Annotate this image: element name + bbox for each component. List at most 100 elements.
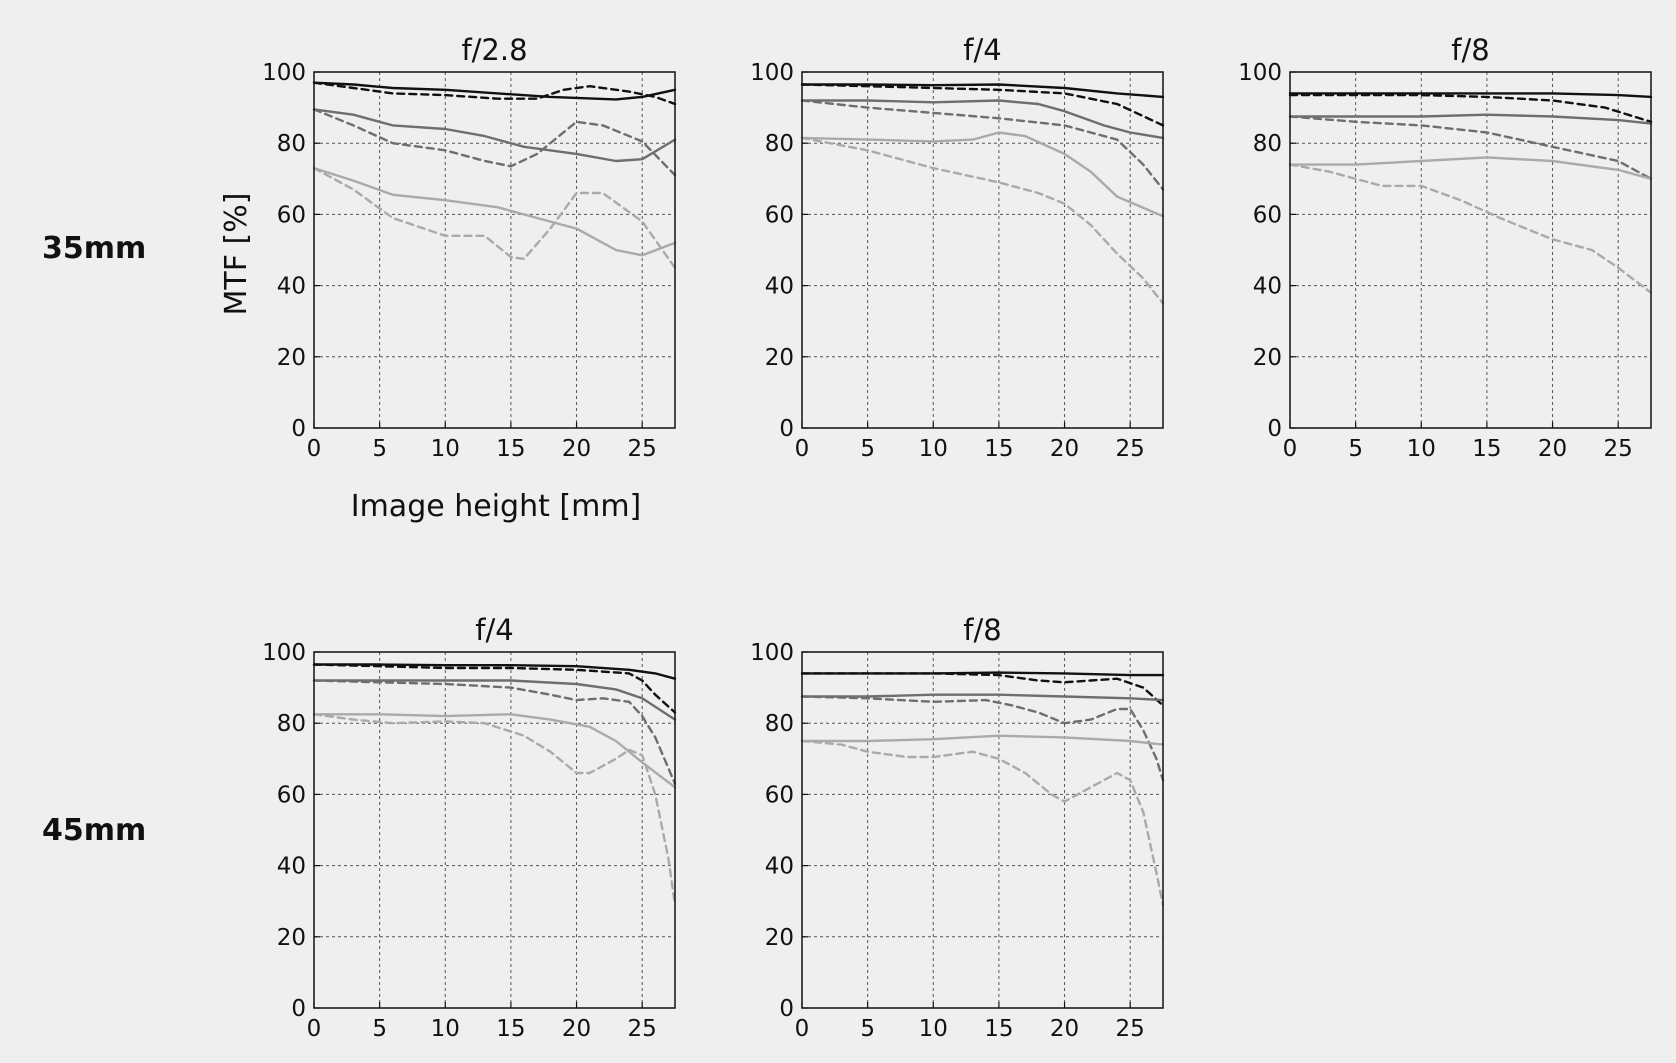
y-tick-label: 60 (1253, 202, 1282, 228)
plot-frame (801, 71, 1164, 429)
y-tick-label: 20 (1253, 345, 1282, 371)
series-line-3 (800, 99, 1165, 191)
x-tick-label: 5 (372, 436, 387, 462)
plot-frame (801, 651, 1164, 1009)
x-tick-label: 15 (496, 436, 525, 462)
series-line-5 (800, 739, 1165, 906)
y-tick-label: 60 (765, 202, 794, 228)
series-line-1 (312, 81, 677, 106)
series-line-3 (312, 679, 677, 785)
series-line-4 (800, 131, 1165, 218)
y-tick-label: 60 (277, 202, 306, 228)
chart-title: f/8 (963, 613, 1001, 647)
x-tick-label: 15 (1472, 436, 1501, 462)
y-tick-label: 80 (765, 711, 794, 737)
x-tick-label: 15 (984, 436, 1013, 462)
x-tick-label: 0 (795, 436, 810, 462)
chart-title: f/4 (963, 33, 1001, 67)
y-tick-label: 40 (277, 854, 306, 880)
y-tick-label: 100 (750, 640, 794, 666)
mtf-chart-2: 0 5 10 15 20 25 0 20 40 60 80 100 f/8 (1238, 33, 1653, 462)
series-line-5 (312, 713, 677, 906)
series-line-4 (800, 734, 1165, 746)
plot-frame (313, 651, 676, 1009)
y-tick-label: 40 (277, 274, 306, 300)
x-tick-label: 0 (795, 1016, 810, 1042)
mtf-chart-4: 0 5 10 15 20 25 0 20 40 60 80 100 f/8 (750, 613, 1165, 1042)
y-tick-label: 0 (291, 996, 306, 1022)
series-line-2 (312, 679, 677, 721)
y-tick-label: 80 (277, 131, 306, 157)
series-line-2 (800, 693, 1165, 702)
y-tick-label: 40 (1253, 274, 1282, 300)
y-tick-label: 20 (765, 925, 794, 951)
series-line-2 (1288, 113, 1653, 125)
series-line-0 (1288, 92, 1653, 99)
x-tick-label: 25 (1116, 1016, 1145, 1042)
series-line-3 (800, 695, 1165, 782)
y-tick-label: 80 (277, 711, 306, 737)
plot-frame (313, 71, 676, 429)
y-axis-label: MTF [%] (219, 193, 254, 316)
series-line-1 (800, 672, 1165, 707)
series-line-5 (312, 166, 677, 269)
y-tick-label: 40 (765, 274, 794, 300)
y-tick-label: 20 (765, 345, 794, 371)
x-tick-label: 20 (1050, 436, 1079, 462)
y-tick-label: 100 (750, 60, 794, 86)
series-line-3 (1288, 115, 1653, 180)
series-line-3 (312, 108, 677, 177)
x-tick-label: 5 (860, 1016, 875, 1042)
series-line-1 (312, 663, 677, 714)
chart-title: f/8 (1451, 33, 1489, 67)
series-line-5 (800, 136, 1165, 305)
series-line-0 (312, 663, 677, 680)
series-line-4 (1288, 156, 1653, 180)
x-tick-label: 5 (1348, 436, 1363, 462)
y-tick-label: 100 (1238, 60, 1282, 86)
x-tick-label: 15 (984, 1016, 1013, 1042)
x-tick-label: 5 (372, 1016, 387, 1042)
x-tick-label: 25 (628, 1016, 657, 1042)
y-tick-label: 0 (779, 996, 794, 1022)
x-tick-label: 0 (1283, 436, 1298, 462)
x-tick-label: 10 (919, 436, 948, 462)
x-tick-label: 10 (919, 1016, 948, 1042)
mtf-chart-1: 0 5 10 15 20 25 0 20 40 60 80 100 f/4 (750, 33, 1165, 462)
y-tick-label: 20 (277, 345, 306, 371)
row-label-45mm: 45mm (42, 813, 146, 848)
series-line-0 (800, 83, 1165, 99)
y-tick-label: 100 (262, 60, 306, 86)
series-line-4 (312, 713, 677, 789)
y-tick-label: 0 (779, 416, 794, 442)
x-tick-label: 10 (431, 1016, 460, 1042)
series-line-2 (312, 108, 677, 163)
y-tick-label: 60 (277, 782, 306, 808)
y-tick-label: 0 (1267, 416, 1282, 442)
x-tick-label: 20 (1050, 1016, 1079, 1042)
series-line-1 (800, 83, 1165, 127)
chart-title: f/4 (475, 613, 513, 647)
x-tick-label: 15 (496, 1016, 525, 1042)
series-line-5 (1288, 163, 1653, 294)
x-tick-label: 10 (431, 436, 460, 462)
y-tick-label: 60 (765, 782, 794, 808)
y-tick-label: 100 (262, 640, 306, 666)
y-tick-label: 80 (1253, 131, 1282, 157)
y-tick-label: 0 (291, 416, 306, 442)
x-tick-label: 20 (562, 436, 591, 462)
series-line-4 (312, 166, 677, 257)
chart-title: f/2.8 (461, 33, 527, 67)
series-line-2 (800, 99, 1165, 140)
plot-frame (1289, 71, 1652, 429)
series-line-0 (312, 81, 677, 101)
x-axis-label: Image height [mm] (351, 489, 642, 524)
x-tick-label: 0 (307, 1016, 322, 1042)
mtf-chart-3: 0 5 10 15 20 25 0 20 40 60 80 100 f/4 (262, 613, 677, 1042)
x-tick-label: 25 (1604, 436, 1633, 462)
mtf-chart-0: 0 5 10 15 20 25 0 20 40 60 80 100 f/2.8 (262, 33, 677, 462)
x-tick-label: 25 (628, 436, 657, 462)
x-tick-label: 20 (1538, 436, 1567, 462)
